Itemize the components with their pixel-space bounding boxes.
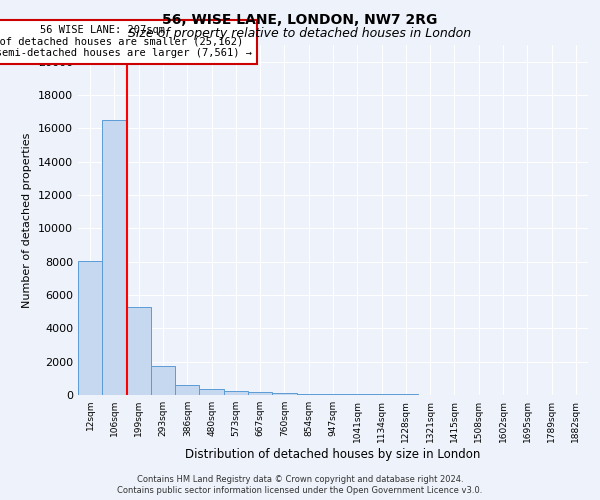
X-axis label: Distribution of detached houses by size in London: Distribution of detached houses by size … bbox=[185, 448, 481, 460]
Bar bbox=[199, 390, 224, 395]
Text: 56, WISE LANE, LONDON, NW7 2RG: 56, WISE LANE, LONDON, NW7 2RG bbox=[163, 12, 437, 26]
Text: 56 WISE LANE: 207sqm
← 77% of detached houses are smaller (25,162)
23% of semi-d: 56 WISE LANE: 207sqm ← 77% of detached h… bbox=[0, 25, 252, 58]
Bar bbox=[296, 394, 321, 395]
Text: Size of property relative to detached houses in London: Size of property relative to detached ho… bbox=[128, 28, 472, 40]
Bar bbox=[321, 394, 345, 395]
Bar bbox=[175, 384, 199, 395]
Bar bbox=[370, 394, 394, 395]
Y-axis label: Number of detached properties: Number of detached properties bbox=[22, 132, 32, 308]
Text: Contains public sector information licensed under the Open Government Licence v3: Contains public sector information licen… bbox=[118, 486, 482, 495]
Bar bbox=[127, 306, 151, 395]
Text: Contains HM Land Registry data © Crown copyright and database right 2024.: Contains HM Land Registry data © Crown c… bbox=[137, 475, 463, 484]
Bar bbox=[272, 393, 296, 395]
Bar bbox=[78, 261, 102, 395]
Bar bbox=[102, 120, 127, 395]
Bar bbox=[224, 391, 248, 395]
Bar bbox=[345, 394, 370, 395]
Bar bbox=[394, 394, 418, 395]
Bar bbox=[248, 392, 272, 395]
Bar bbox=[151, 366, 175, 395]
